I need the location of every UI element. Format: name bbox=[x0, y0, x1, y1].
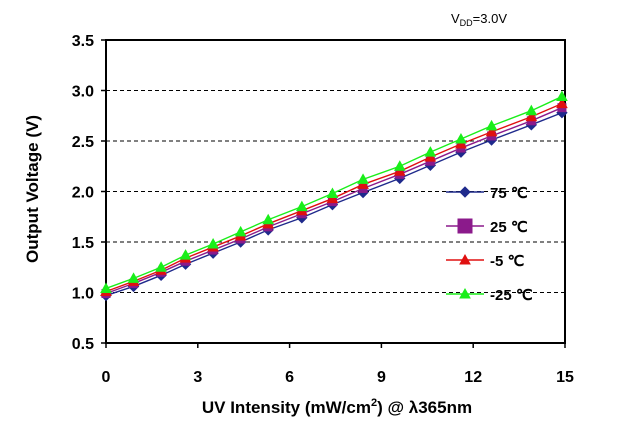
legend-item: 25 ℃ bbox=[446, 218, 528, 236]
data-point bbox=[207, 237, 219, 249]
x-axis-ticks: 0 3 6 9 12 15 bbox=[102, 343, 574, 386]
y-tick-label: 1.0 bbox=[72, 286, 94, 303]
legend-marker bbox=[459, 287, 471, 299]
series-line bbox=[105, 102, 563, 293]
data-point bbox=[326, 187, 339, 199]
data-point bbox=[326, 192, 339, 204]
x-axis-title-main: UV Intensity (mW/cm bbox=[202, 398, 371, 417]
legend-item: 75 ℃ bbox=[446, 185, 528, 202]
legend-label: 75 ℃ bbox=[490, 185, 528, 202]
vdd-prefix: V bbox=[451, 11, 460, 26]
y-tick-label: 3.0 bbox=[72, 84, 94, 101]
data-point bbox=[455, 132, 467, 144]
y-tick-label: 2.5 bbox=[72, 134, 94, 151]
data-point bbox=[179, 249, 192, 260]
y-tick-label: 2.0 bbox=[72, 185, 94, 202]
legend-marker bbox=[459, 186, 471, 198]
x-tick-label: 0 bbox=[102, 369, 111, 386]
legend: 75 ℃ 25 ℃ -5 ℃ -25 ℃ bbox=[446, 185, 533, 304]
data-point bbox=[455, 138, 467, 149]
data-point bbox=[485, 125, 498, 137]
data-point bbox=[357, 173, 369, 184]
data-point bbox=[155, 261, 167, 272]
legend-marker bbox=[459, 253, 471, 265]
data-point bbox=[525, 104, 538, 116]
data-point bbox=[424, 151, 437, 162]
data-point bbox=[234, 225, 247, 237]
data-point bbox=[525, 110, 538, 122]
vdd-subscript: DD bbox=[460, 18, 473, 28]
vdd-suffix: =3.0V bbox=[473, 11, 508, 26]
x-tick-label: 9 bbox=[377, 369, 386, 386]
data-point bbox=[556, 97, 568, 109]
y-axis-title: Output Voltage (V) bbox=[23, 115, 42, 263]
data-point bbox=[393, 160, 406, 171]
series-line bbox=[105, 112, 563, 297]
y-tick-label: 1.5 bbox=[72, 235, 94, 252]
y-axis-ticks: 0.5 1.0 1.5 2.0 2.5 3.0 3.5 bbox=[72, 33, 106, 353]
legend-item: -5 ℃ bbox=[446, 253, 525, 270]
data-point bbox=[556, 90, 568, 102]
series-line bbox=[105, 95, 563, 290]
legend-item: -25 ℃ bbox=[446, 287, 533, 304]
series-line bbox=[105, 107, 563, 295]
x-axis-title-superscript: 2 bbox=[371, 397, 377, 409]
data-point bbox=[357, 178, 369, 189]
data-point bbox=[485, 119, 498, 131]
data-point bbox=[424, 146, 437, 157]
y-tick-label: 3.5 bbox=[72, 33, 94, 50]
legend-label: 25 ℃ bbox=[490, 219, 528, 236]
data-series bbox=[100, 90, 568, 302]
x-tick-label: 3 bbox=[193, 369, 202, 386]
x-tick-label: 6 bbox=[285, 369, 294, 386]
x-axis-title: UV Intensity (mW/cm2) @ λ365nm bbox=[202, 397, 472, 417]
x-axis-title-tail: ) @ λ365nm bbox=[377, 398, 472, 417]
legend-label: -25 ℃ bbox=[490, 287, 533, 304]
data-point bbox=[393, 165, 406, 176]
y-tick-label: 0.5 bbox=[72, 336, 94, 353]
x-tick-label: 15 bbox=[556, 369, 574, 386]
legend-label: -5 ℃ bbox=[490, 253, 525, 270]
legend-marker bbox=[457, 218, 473, 234]
data-point bbox=[295, 200, 308, 212]
series-4 bbox=[100, 90, 568, 293]
data-point bbox=[100, 282, 112, 293]
vdd-annotation: VDD=3.0V bbox=[451, 11, 507, 28]
data-point bbox=[262, 213, 275, 225]
data-point bbox=[127, 272, 140, 283]
x-tick-label: 12 bbox=[464, 369, 482, 386]
